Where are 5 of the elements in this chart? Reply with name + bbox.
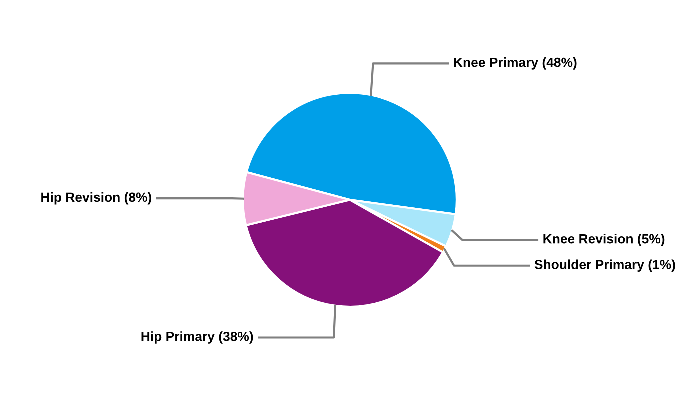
- slice-label: Hip Revision (8%): [42, 192, 152, 205]
- slice-label: Knee Revision (5%): [544, 234, 665, 246]
- slice-label: Shoulder Primary (1%): [534, 260, 676, 272]
- slice-label: Hip Primary (38%): [142, 332, 254, 344]
- slice-label: Knee Primary (48%): [454, 58, 577, 70]
